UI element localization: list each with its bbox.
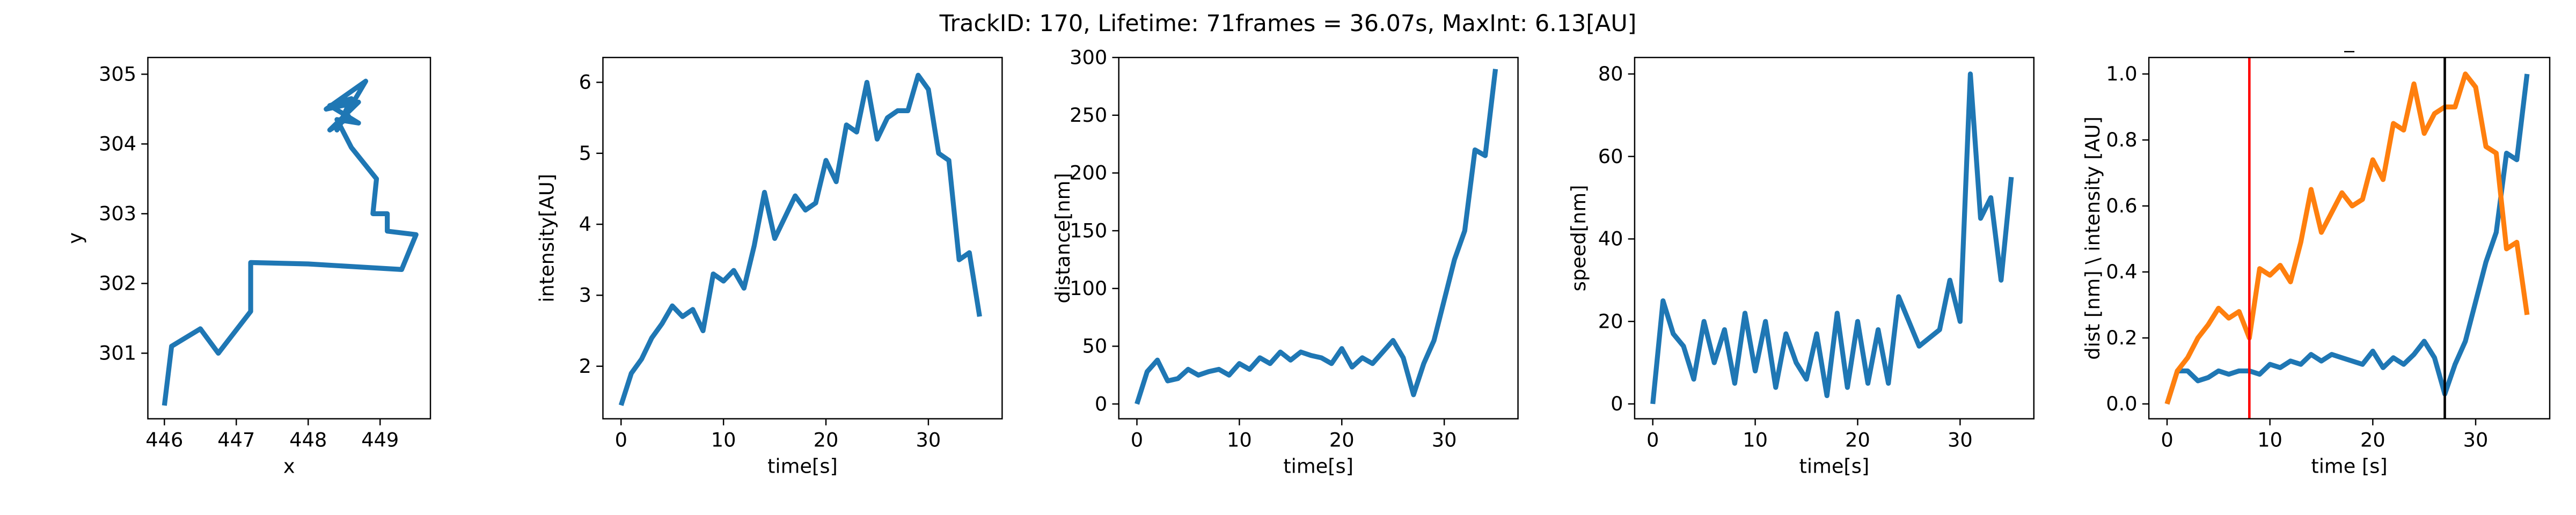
x-tick-label: 20 <box>814 429 839 452</box>
y-axis-label: speed[nm] <box>1567 185 1590 292</box>
y-tick-label: 6 <box>579 71 591 94</box>
axes-frame <box>147 56 431 420</box>
x-tick-label: 449 <box>361 429 399 452</box>
y-tick-label: 0 <box>1611 392 1623 415</box>
y-tick-label: 250 <box>1070 104 1107 127</box>
x-tick-label: 20 <box>1845 429 1870 452</box>
y-tick-label: 304 <box>99 133 136 156</box>
axes-frame <box>1634 56 2035 420</box>
y-tick-label: 303 <box>99 202 136 225</box>
y-axis-label: intensity[AU] <box>536 174 559 303</box>
x-axis-label: time [s] <box>2311 455 2387 478</box>
figure-title: TrackID: 170, Lifetime: 71frames = 36.07… <box>939 10 1637 37</box>
y-tick-label: 2 <box>579 355 591 378</box>
x-tick-label: 446 <box>145 429 183 452</box>
axes-frame <box>602 56 1003 420</box>
y-tick-label: 0.4 <box>2106 260 2137 283</box>
x-tick-label: 20 <box>1329 429 1355 452</box>
x-tick-label: 30 <box>2463 429 2489 452</box>
x-tick-label: 0 <box>1131 429 1143 452</box>
y-axis-label: y <box>64 232 87 244</box>
x-tick-label: 30 <box>1948 429 1973 452</box>
y-tick-label: 300 <box>1070 46 1107 69</box>
x-axis-label: time[s] <box>767 455 838 478</box>
x-tick-label: 0 <box>615 429 627 452</box>
x-tick-label: 10 <box>711 429 736 452</box>
x-tick-label: 20 <box>2360 429 2385 452</box>
x-tick-label: 30 <box>1432 429 1457 452</box>
y-tick-label: 40 <box>1598 227 1623 251</box>
x-axis-label: time[s] <box>1283 455 1353 478</box>
axes-frame <box>2148 56 2551 420</box>
y-tick-label: 0 <box>1095 392 1107 415</box>
x-tick-label: 10 <box>1743 429 1768 452</box>
y-tick-label: 200 <box>1070 161 1107 185</box>
data-line <box>618 72 982 406</box>
y-tick-label: 0.2 <box>2106 326 2137 349</box>
y-tick-label: 60 <box>1598 145 1623 168</box>
chart-title: _ <box>2344 30 2354 53</box>
y-axis-label: dist [nm] \ intensity [AU] <box>2081 116 2104 360</box>
x-tick-label: 0 <box>1646 429 1659 452</box>
y-tick-label: 50 <box>1082 335 1108 358</box>
y-tick-label: 3 <box>579 284 591 307</box>
y-tick-label: 1.0 <box>2106 62 2137 85</box>
x-axis-label: x <box>283 455 295 478</box>
axes-frame <box>1118 56 1519 420</box>
data-line <box>1650 71 2014 404</box>
x-tick-label: 10 <box>2257 429 2282 452</box>
x-tick-label: 448 <box>289 429 327 452</box>
data-line <box>1135 69 1498 405</box>
data-line <box>2164 73 2530 405</box>
y-tick-label: 0.8 <box>2106 128 2137 151</box>
y-tick-label: 80 <box>1598 62 1623 85</box>
x-tick-label: 30 <box>916 429 941 452</box>
y-tick-label: 4 <box>579 212 591 236</box>
data-line <box>162 78 419 406</box>
x-tick-label: 10 <box>1227 429 1252 452</box>
y-tick-label: 305 <box>99 63 136 86</box>
y-tick-label: 20 <box>1598 310 1623 333</box>
x-tick-label: 0 <box>2161 429 2173 452</box>
y-tick-label: 5 <box>579 142 591 165</box>
data-line <box>2164 71 2530 405</box>
x-axis-label: time[s] <box>1799 455 1869 478</box>
y-tick-label: 100 <box>1070 277 1107 300</box>
y-tick-label: 301 <box>99 342 136 365</box>
y-tick-label: 0.0 <box>2106 392 2137 415</box>
y-tick-label: 0.6 <box>2106 194 2137 217</box>
y-tick-label: 150 <box>1070 219 1107 242</box>
x-tick-label: 447 <box>217 429 255 452</box>
y-axis-label: distance[nm] <box>1051 173 1074 303</box>
y-tick-label: 302 <box>99 272 136 295</box>
